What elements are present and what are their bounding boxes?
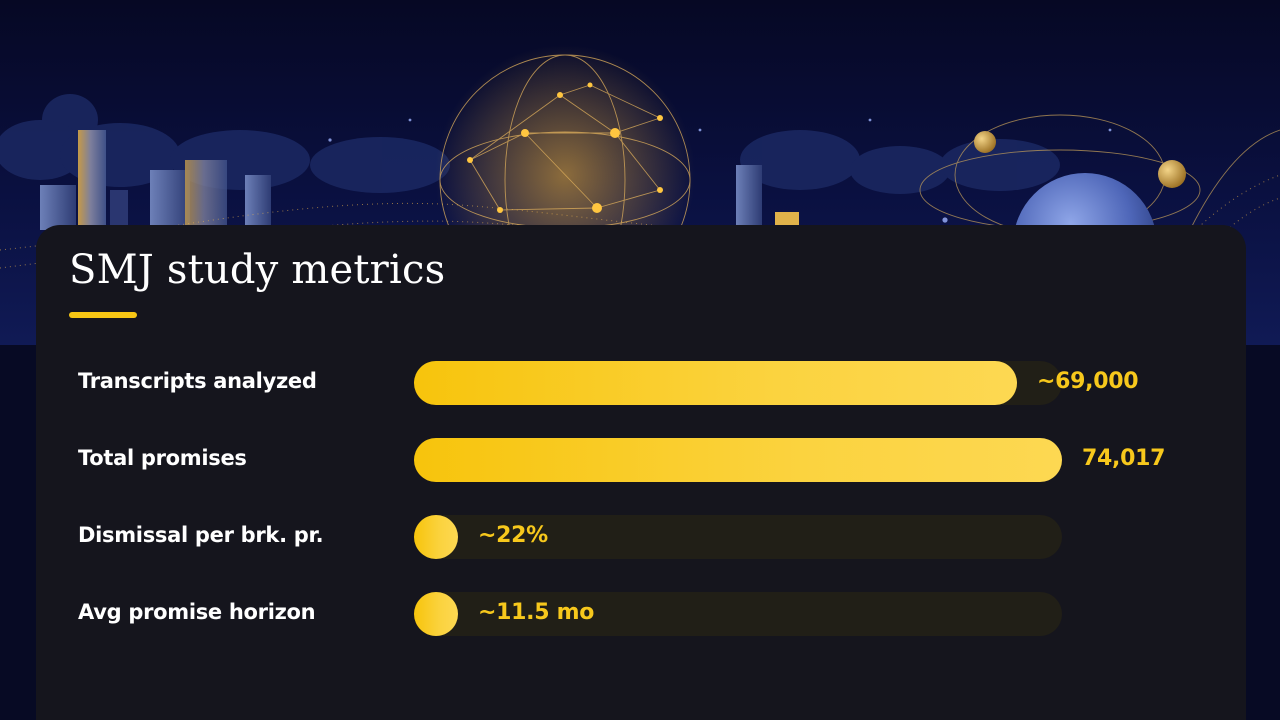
bar-fill	[414, 515, 458, 559]
metric-label: Dismissal per brk. pr.	[78, 523, 324, 547]
metric-value: 74,017	[1082, 446, 1166, 471]
metric-value: ~22%	[478, 523, 548, 548]
metric-row: Transcripts analyzed ~69,000	[36, 361, 1246, 405]
bar-track	[414, 515, 1062, 559]
metric-value: ~69,000	[1037, 369, 1139, 394]
title-underline	[69, 312, 137, 318]
metric-row: Total promises 74,017	[36, 438, 1246, 482]
metric-row: Dismissal per brk. pr. ~22%	[36, 515, 1246, 559]
metric-label: Total promises	[78, 446, 247, 470]
card-title: SMJ study metrics	[69, 247, 446, 293]
metrics-card: SMJ study metrics Transcripts analyzed ~6…	[36, 225, 1246, 720]
bar-fill	[414, 361, 1017, 405]
bar-track	[414, 592, 1062, 636]
bar-fill	[414, 592, 458, 636]
bar-fill	[414, 438, 1062, 482]
metric-label: Avg promise horizon	[78, 600, 316, 624]
metric-row: Avg promise horizon ~11.5 mo	[36, 592, 1246, 636]
metric-value: ~11.5 mo	[478, 600, 595, 625]
metric-label: Transcripts analyzed	[78, 369, 317, 393]
